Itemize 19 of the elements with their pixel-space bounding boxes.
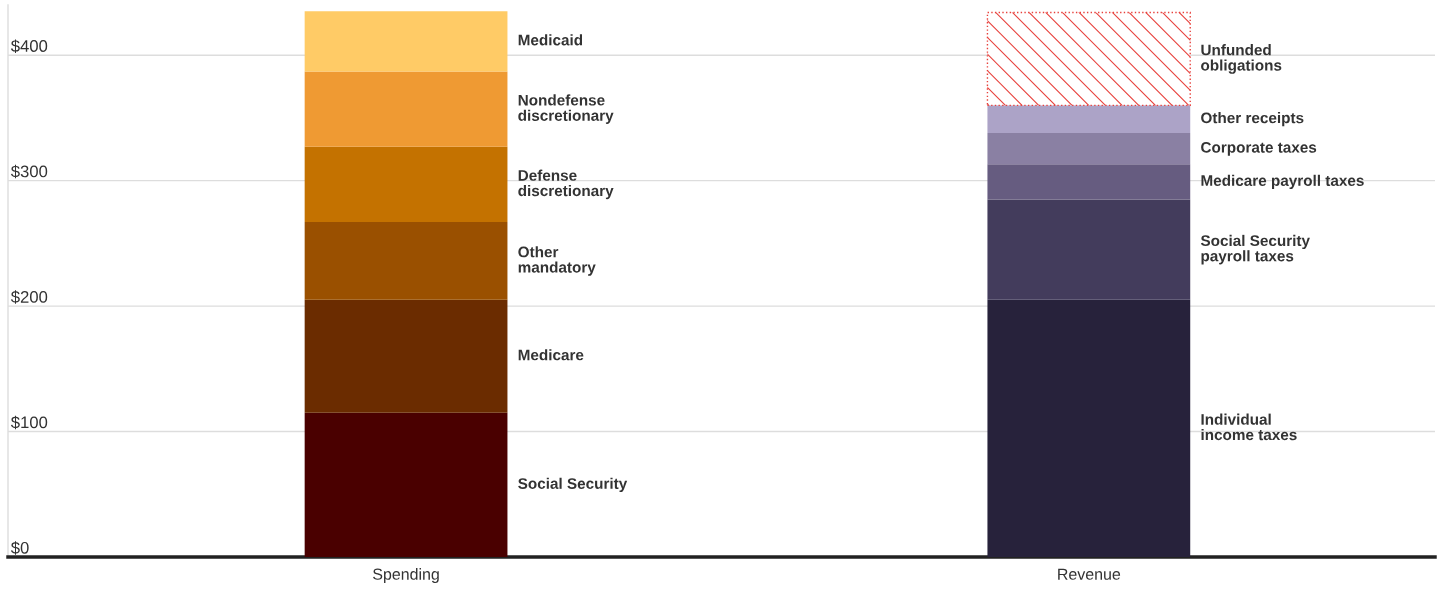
series-label: Medicare [518,349,584,361]
series-label: Other mandatory [518,246,596,276]
series-label: Social Security payroll taxes [1200,234,1310,265]
series-label: Defense discretionary [518,169,614,200]
series-label: Medicare payroll taxes [1201,174,1364,190]
series-label: Social Security [518,477,628,492]
series-label: Other receipts [1201,112,1304,127]
y-tick-label: $200 [10,290,48,304]
y-tick-label: $300 [10,164,48,179]
y-tick-label: $100 [10,415,48,430]
series-label: Medicaid [518,34,583,46]
series-label: Nondefense discretionary [518,94,614,124]
series-label: Individual income taxes [1201,413,1297,441]
series-label: Unfunded obligations [1201,44,1282,74]
y-tick-label: $0 [10,541,29,555]
y-tick-label: $400 [10,39,48,53]
x-tick-label: Spending [373,568,439,583]
series-label: Corporate taxes [1201,141,1317,156]
x-tick-label: Revenue [1058,568,1121,580]
